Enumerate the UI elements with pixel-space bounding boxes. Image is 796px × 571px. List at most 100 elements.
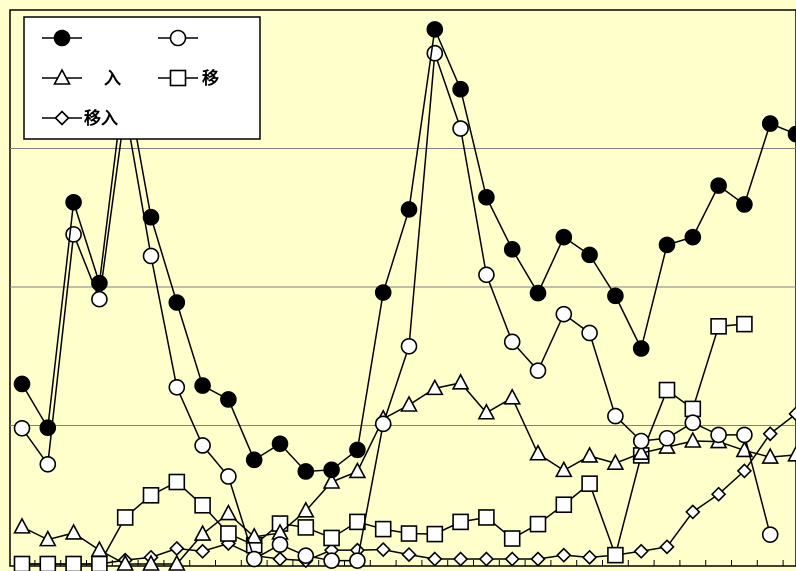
data-point	[478, 551, 495, 567]
series-1	[13, 21, 796, 480]
data-point	[349, 513, 366, 531]
data-point	[556, 547, 572, 563]
legend-item: 入	[42, 68, 121, 89]
data-point	[168, 294, 186, 311]
data-point	[632, 432, 650, 450]
data-point	[271, 435, 289, 453]
data-point	[194, 437, 211, 454]
data-point	[503, 530, 521, 547]
data-point	[478, 266, 495, 284]
data-point	[193, 524, 212, 541]
data-point	[503, 241, 521, 258]
data-point	[736, 315, 753, 333]
data-point	[452, 80, 469, 98]
legend-item: 移入	[42, 108, 118, 129]
data-point	[503, 333, 521, 351]
data-point	[271, 536, 289, 553]
data-point	[142, 247, 160, 265]
data-point	[91, 290, 108, 308]
data-point	[529, 362, 547, 379]
data-point	[39, 555, 57, 571]
legend-label: 入	[104, 69, 121, 89]
data-point	[374, 415, 392, 433]
data-point	[349, 552, 366, 569]
data-point	[581, 549, 598, 565]
data-point	[736, 463, 753, 479]
data-point	[736, 426, 753, 444]
data-point	[787, 125, 796, 143]
legend-marker	[53, 68, 71, 85]
data-point	[503, 388, 522, 405]
data-point	[555, 496, 573, 514]
data-point	[555, 228, 573, 246]
data-point	[478, 509, 495, 526]
data-point	[220, 525, 237, 542]
data-point	[296, 501, 315, 518]
data-point	[348, 461, 367, 479]
data-point	[374, 520, 392, 538]
gridlines	[10, 148, 796, 426]
data-point	[425, 378, 444, 396]
data-point	[761, 115, 779, 132]
data-point	[555, 305, 573, 323]
data-point	[374, 284, 392, 301]
data-point	[607, 287, 624, 305]
data-point	[194, 496, 211, 514]
data-point	[607, 546, 624, 564]
data-point	[581, 475, 598, 492]
legend-marker	[54, 110, 70, 126]
data-point	[658, 381, 676, 399]
data-point	[194, 543, 211, 559]
data-point	[323, 552, 340, 569]
data-point	[245, 527, 264, 544]
legend-marker	[169, 69, 187, 87]
data-point	[142, 554, 160, 571]
data-point	[736, 196, 753, 213]
data-point	[65, 193, 82, 211]
data-point	[297, 519, 315, 536]
data-point	[530, 551, 546, 567]
legend-item	[158, 29, 198, 47]
data-point	[529, 284, 547, 302]
legend-label: 移入	[84, 108, 118, 129]
data-point	[684, 414, 702, 432]
series-layer	[13, 21, 796, 571]
data-point	[400, 525, 418, 542]
data-point	[168, 378, 186, 396]
data-point	[580, 446, 599, 463]
data-point	[400, 337, 418, 355]
data-point	[477, 403, 496, 420]
data-point	[297, 463, 315, 480]
data-point	[581, 324, 598, 342]
data-point	[632, 443, 651, 461]
data-point	[710, 177, 727, 194]
data-point	[426, 44, 444, 62]
data-point	[323, 529, 340, 547]
data-point	[142, 208, 160, 226]
data-point	[761, 447, 780, 464]
data-point	[684, 400, 702, 418]
data-point	[658, 429, 676, 447]
data-point	[478, 188, 495, 206]
data-point	[401, 546, 417, 563]
data-point	[710, 426, 727, 444]
data-point	[220, 468, 237, 485]
data-point	[710, 318, 727, 335]
data-point	[13, 419, 31, 437]
data-point	[787, 445, 796, 462]
data-point	[194, 377, 211, 394]
data-point	[427, 551, 443, 567]
data-point	[322, 472, 341, 489]
data-point	[142, 487, 160, 504]
data-point	[39, 419, 57, 437]
legend-marker	[53, 29, 71, 47]
data-point	[116, 554, 135, 571]
data-point	[272, 551, 288, 567]
data-point	[297, 547, 315, 564]
data-point	[245, 550, 263, 568]
legend-item: 移	[158, 68, 219, 89]
data-point	[323, 461, 340, 479]
data-point	[633, 543, 649, 559]
data-point	[632, 340, 650, 357]
